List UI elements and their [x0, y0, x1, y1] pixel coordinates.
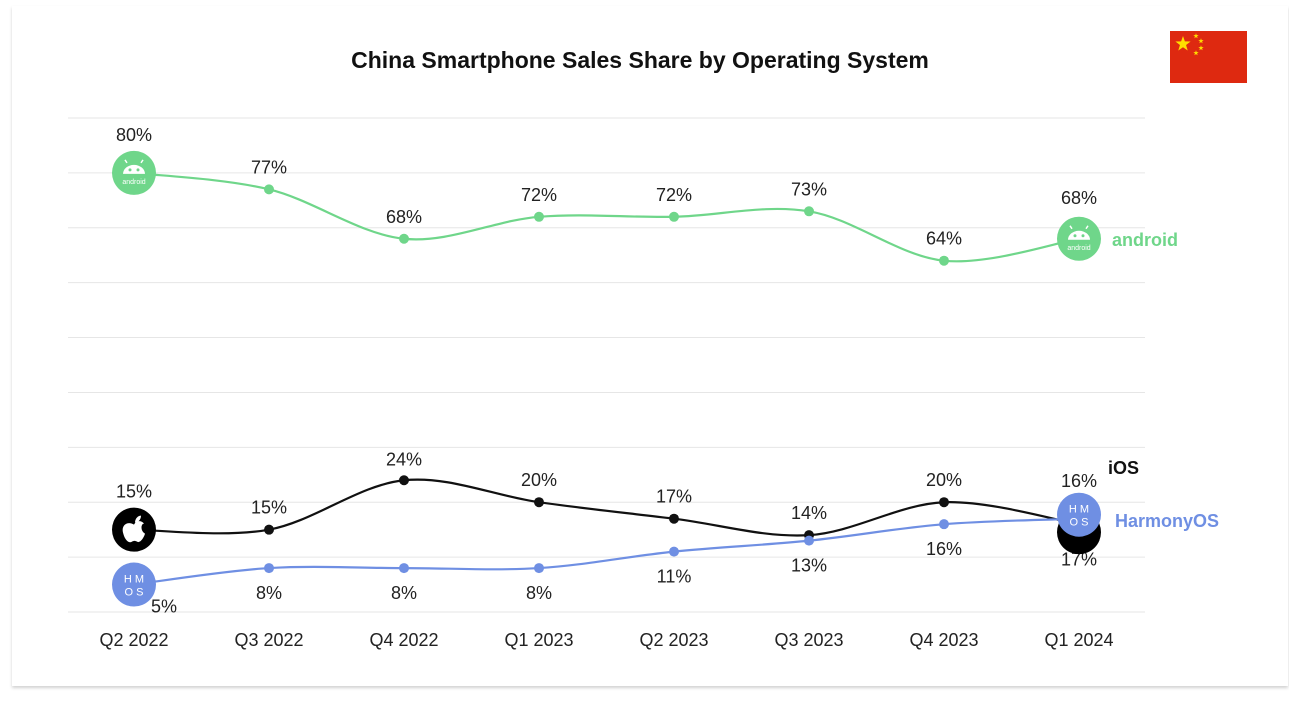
x-tick-label: Q3 2023: [774, 630, 843, 650]
data-point: [399, 563, 409, 574]
data-label: 64%: [926, 229, 962, 249]
x-tick-label: Q2 2022: [99, 630, 168, 650]
data-point: [399, 233, 409, 244]
data-label: 16%: [1061, 471, 1097, 491]
data-point: [939, 519, 949, 530]
chart-title: China Smartphone Sales Share by Operatin…: [351, 47, 929, 73]
data-point: [804, 206, 814, 217]
android-icon: android: [112, 150, 156, 195]
data-label: 68%: [386, 207, 422, 227]
data-label: 8%: [526, 583, 552, 603]
data-label: 80%: [116, 125, 152, 145]
data-label: 11%: [657, 567, 692, 587]
data-label: 14%: [791, 503, 827, 523]
flag-star: [1175, 36, 1191, 51]
legend-harmonyos: HarmonyOS: [1115, 511, 1219, 531]
android-icon: android: [1057, 216, 1101, 261]
android-icon-text: android: [122, 179, 145, 186]
series-line-harmonyos: [133, 517, 1080, 586]
x-tick-label: Q3 2022: [234, 630, 303, 650]
x-tick-label: Q2 2023: [639, 630, 708, 650]
series-line-android: [133, 171, 1080, 263]
data-label: 72%: [656, 185, 692, 205]
data-point: [264, 184, 274, 195]
data-label: 15%: [116, 482, 152, 502]
android-icon-text: android: [1067, 245, 1090, 252]
data-label: 8%: [256, 583, 282, 603]
grid: [68, 117, 1145, 613]
data-label: 5%: [151, 597, 177, 617]
legend: android iOS HarmonyOS: [1108, 230, 1219, 531]
data-point: [669, 513, 679, 524]
data-point: [264, 524, 274, 535]
data-label: 20%: [926, 470, 962, 490]
data-point: [669, 211, 679, 222]
data-label: 8%: [391, 583, 417, 603]
data-label: 24%: [386, 449, 422, 469]
x-tick-label: Q1 2023: [504, 630, 573, 650]
legend-android: android: [1112, 230, 1178, 250]
data-label: 15%: [251, 498, 287, 518]
harmonyos-icon-text: O S: [125, 587, 144, 599]
data-label: 17%: [1061, 550, 1097, 570]
data-label: 68%: [1061, 188, 1097, 208]
flag-star: [1198, 45, 1204, 51]
series-lines: [133, 171, 1080, 586]
flag-star: [1198, 38, 1204, 44]
data-point: [264, 563, 274, 574]
data-label: 16%: [926, 539, 962, 559]
data-point: [534, 563, 544, 574]
apple-icon: [112, 507, 156, 552]
data-labels: 80% 77% 68% 72% 72% 73% 64% 68% 15% 15% 24% 20% 17% 1…: [116, 125, 1097, 617]
data-point: [534, 211, 544, 222]
data-point: [669, 546, 679, 557]
data-label: 13%: [791, 556, 827, 576]
china-flag-icon: [1170, 31, 1247, 83]
legend-ios: iOS: [1108, 458, 1139, 478]
harmonyos-icon-text: H M: [124, 574, 144, 586]
series-line-ios: [133, 478, 1080, 537]
x-tick-label: Q4 2022: [369, 630, 438, 650]
data-label: 20%: [521, 470, 557, 490]
data-point: [939, 497, 949, 508]
data-label: 77%: [251, 157, 287, 177]
flag-star: [1193, 50, 1199, 56]
flag-star: [1193, 33, 1199, 39]
data-label: 17%: [656, 487, 692, 507]
data-point: [399, 475, 409, 486]
harmonyos-icon-text: O S: [1070, 517, 1089, 529]
data-point: [534, 497, 544, 508]
harmonyos-icon: H MO S: [1057, 492, 1101, 537]
data-point: [939, 255, 949, 266]
series-points: [264, 184, 949, 574]
harmonyos-icon: H MO S: [112, 562, 156, 607]
harmonyos-icon-text: H M: [1069, 504, 1089, 516]
chart-card: China Smartphone Sales Share by Operatin…: [12, 6, 1288, 686]
x-axis-ticks: Q2 2022 Q3 2022 Q4 2022 Q1 2023 Q2 2023 Q3 20…: [99, 630, 1113, 650]
flag-field: [1170, 31, 1247, 83]
x-tick-label: Q4 2023: [909, 630, 978, 650]
data-label: 73%: [791, 179, 827, 199]
x-tick-label: Q1 2024: [1044, 630, 1113, 650]
data-label: 72%: [521, 185, 557, 205]
data-point: [804, 535, 814, 546]
chart: China Smartphone Sales Share by Operatin…: [68, 31, 1247, 650]
